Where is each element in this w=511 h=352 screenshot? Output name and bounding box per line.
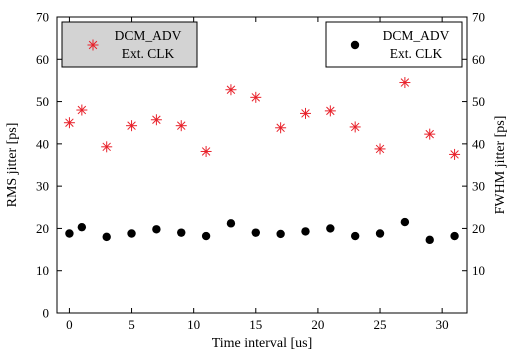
- asterisk-point-7: [225, 84, 237, 96]
- y-tick-label-right-20: 20: [472, 221, 485, 236]
- legend-circle-marker: [350, 40, 360, 50]
- legend-asterisk-symbol: [87, 39, 99, 51]
- legend-circle-label-line2: Ext. CLK: [390, 46, 443, 61]
- asterisk-point-2: [101, 141, 113, 153]
- circle-point-15: [425, 235, 434, 245]
- asterisk-point-9: [275, 122, 287, 134]
- legend-circle: DCM_ADV Ext. CLK: [325, 21, 463, 68]
- circle-point-2: [102, 232, 111, 242]
- x-tick-label-10: 10: [187, 317, 200, 332]
- asterisk-point-16: [449, 148, 461, 160]
- legend-asterisk-label-line2: Ext. CLK: [122, 46, 175, 61]
- y-tick-label-right-70: 70: [472, 10, 485, 25]
- y-tick-label-left-70: 70: [36, 10, 49, 25]
- legend-circle-label-line1: DCM_ADV: [383, 28, 450, 43]
- asterisk-point-8: [250, 91, 262, 103]
- y-tick-label-right-60: 60: [472, 52, 485, 67]
- legend-asterisk: DCM_ADV Ext. CLK: [61, 21, 198, 68]
- asterisk-point-3: [126, 120, 138, 132]
- y-tick-label-right-40: 40: [472, 136, 485, 151]
- y-axis-label-right: FWHM jitter [ps]: [493, 116, 508, 215]
- legend-asterisk-label-line1: DCM_ADV: [115, 28, 182, 43]
- legend-asterisk-marker: [87, 39, 99, 51]
- circle-point-8: [251, 228, 260, 237]
- asterisk-point-11: [324, 105, 336, 117]
- y-tick-label-right-30: 30: [472, 179, 485, 194]
- circle-point-11: [326, 224, 335, 233]
- asterisk-point-13: [374, 143, 386, 155]
- circle-point-6: [201, 231, 211, 241]
- circle-point-12: [350, 231, 360, 241]
- asterisk-point-1: [76, 104, 88, 116]
- x-tick-label-20: 20: [311, 317, 324, 332]
- circle-point-3: [127, 229, 136, 238]
- asterisk-point-4: [150, 114, 162, 126]
- y-tick-label-left-50: 50: [36, 94, 49, 109]
- x-axis-label: Time interval [us]: [212, 336, 313, 351]
- circle-point-9: [276, 229, 285, 239]
- y-tick-label-right-50: 50: [472, 94, 485, 109]
- x-tick-label-30: 30: [436, 317, 449, 332]
- circle-point-14: [400, 217, 410, 227]
- y-tick-label-left-10: 10: [36, 263, 49, 278]
- y-tick-label-left-60: 60: [36, 52, 49, 67]
- y-tick-label-right-10: 10: [472, 263, 485, 278]
- legend-circle-box: [325, 21, 463, 68]
- y-tick-label-left-40: 40: [36, 136, 49, 151]
- x-tick-label-25: 25: [374, 317, 387, 332]
- circle-point-5: [177, 228, 186, 237]
- legend-circle-symbol: [350, 40, 360, 50]
- x-tick-label-15: 15: [249, 317, 262, 332]
- circle-point-16: [450, 231, 459, 241]
- circle-point-7: [226, 219, 236, 228]
- asterisk-point-12: [349, 121, 361, 133]
- y-tick-label-left-0: 0: [43, 306, 50, 321]
- asterisk-point-5: [175, 120, 187, 132]
- asterisk-point-0: [63, 117, 75, 129]
- asterisk-point-14: [399, 77, 411, 89]
- asterisk-point-6: [200, 145, 212, 157]
- circle-point-4: [152, 225, 161, 234]
- ticks-layer: 0 5 10 15 20 25 30 0 10 20 30 40 50 60 70 10 20 30 40 50 60 7…: [36, 10, 485, 333]
- asterisk-point-10: [299, 107, 311, 119]
- asterisk-point-15: [424, 128, 436, 140]
- marks-layer: [63, 77, 461, 245]
- legend-asterisk-box: [61, 21, 198, 68]
- circle-point-1: [77, 222, 87, 232]
- x-tick-label-0: 0: [66, 317, 73, 332]
- y-axis-label-left: RMS jitter [ps]: [5, 123, 20, 208]
- y-tick-label-left-30: 30: [36, 179, 49, 194]
- y-tick-label-left-20: 20: [36, 221, 49, 236]
- x-tick-label-5: 5: [128, 317, 135, 332]
- circle-point-10: [301, 227, 310, 236]
- circle-point-0: [65, 229, 74, 238]
- circle-point-13: [375, 229, 385, 238]
